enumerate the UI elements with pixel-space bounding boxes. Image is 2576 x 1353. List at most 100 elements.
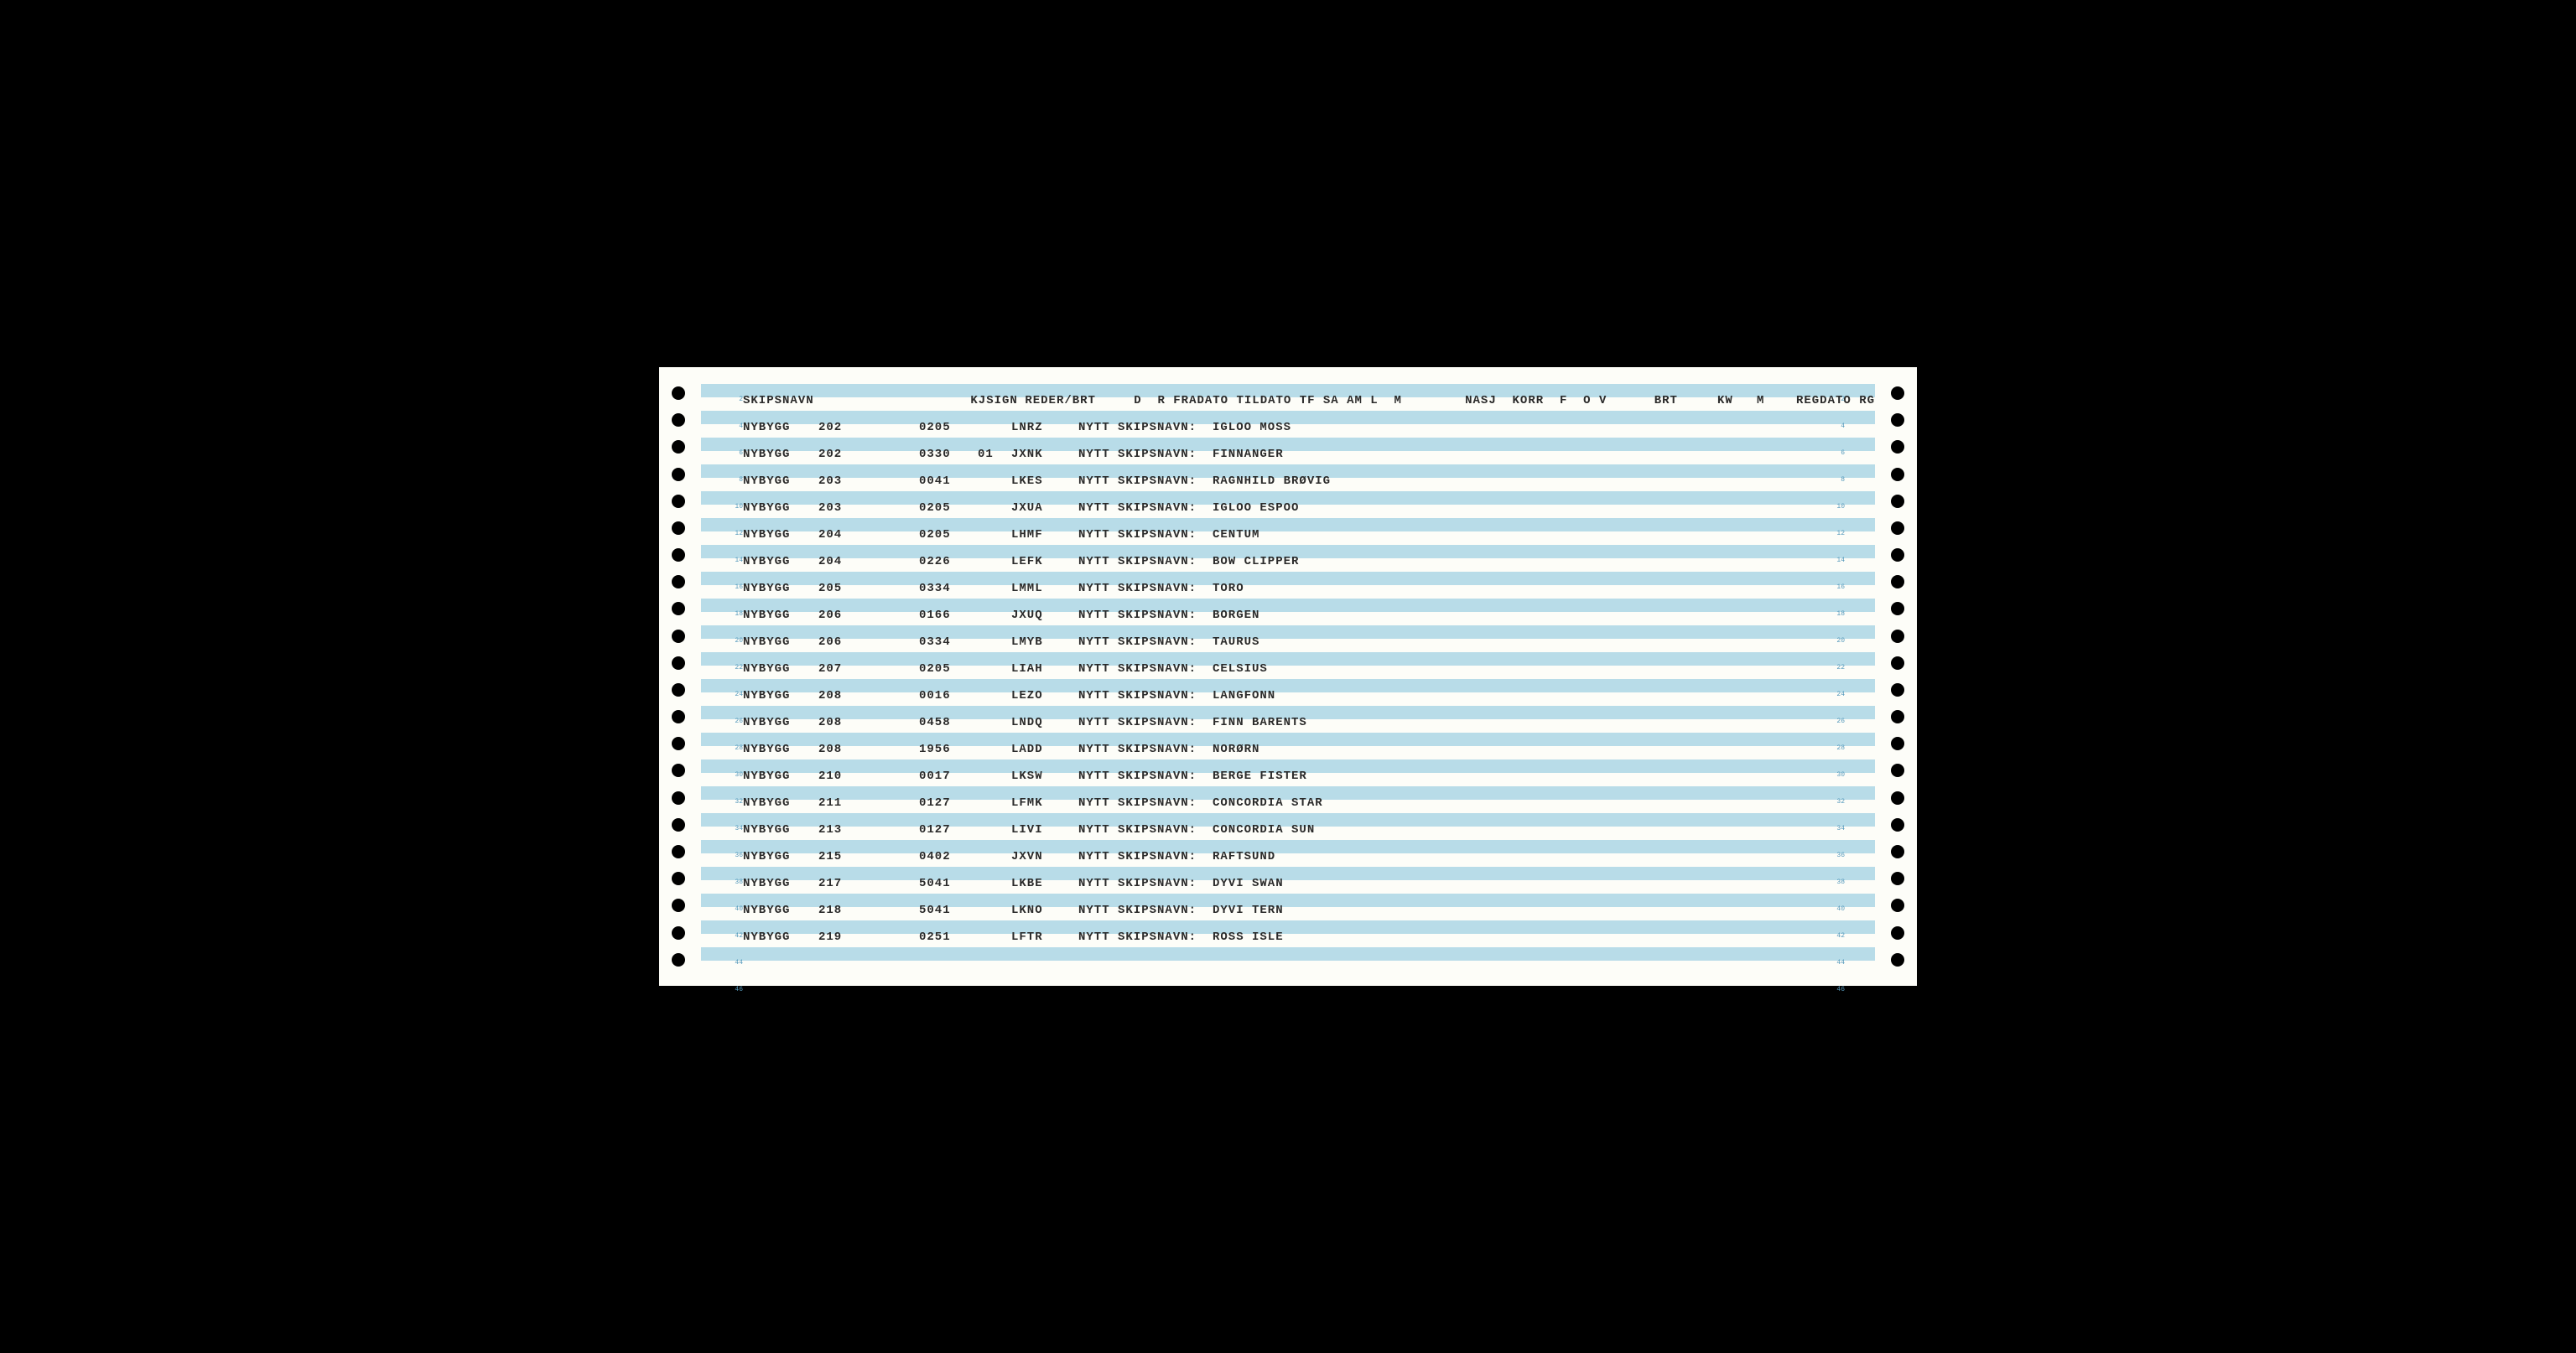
tractor-hole: [672, 413, 685, 427]
header-kjsign: KJSIGN: [970, 394, 1025, 407]
cell-number: 204: [818, 528, 919, 542]
cell-number: 210: [818, 770, 919, 783]
tractor-hole: [672, 440, 685, 454]
cell-label: NYTT SKIPSNAVN:: [1078, 555, 1213, 568]
line-number: 42: [731, 932, 743, 940]
cell-code: 0334: [919, 635, 978, 649]
cell-kjsign: LNDQ: [1011, 716, 1078, 729]
line-number: 26: [1833, 718, 1845, 725]
data-row: NYBYGG2030041LKESNYTT SKIPSNAVN:RAGNHILD…: [701, 468, 1875, 495]
header-skipsnavn: SKIPSNAVN: [743, 394, 814, 407]
cell-label: NYTT SKIPSNAVN:: [1078, 474, 1213, 488]
tractor-hole: [1891, 953, 1904, 967]
line-number: 24: [1833, 691, 1845, 698]
cell-number: 202: [818, 448, 919, 461]
cell-value: DYVI SWAN: [1213, 877, 1875, 890]
cell-code: 0402: [919, 850, 978, 863]
data-row: NYBYGG2040226LEFKNYTT SKIPSNAVN:BOW CLIP…: [701, 548, 1875, 575]
data-row: NYBYGG2185041LKNONYTT SKIPSNAVN:DYVI TER…: [701, 897, 1875, 924]
cell-kjsign: LFMK: [1011, 796, 1078, 810]
line-number: 2: [731, 396, 743, 403]
line-number: 16: [1833, 583, 1845, 591]
tractor-hole: [1891, 495, 1904, 508]
tractor-hole: [672, 953, 685, 967]
data-row: NYBYGG2110127LFMKNYTT SKIPSNAVN:CONCORDI…: [701, 790, 1875, 816]
data-row: NYBYGG2150402JXVNNYTT SKIPSNAVN:RAFTSUND: [701, 843, 1875, 870]
line-number: 4: [731, 422, 743, 430]
tractor-hole: [1891, 899, 1904, 912]
tractor-hole: [672, 602, 685, 615]
cell-value: IGLOO ESPOO: [1213, 501, 1875, 515]
line-number: 44: [731, 959, 743, 967]
data-row: NYBYGG2050334LMMLNYTT SKIPSNAVN:TORO: [701, 575, 1875, 602]
tractor-hole: [1891, 926, 1904, 940]
tractor-hole: [672, 926, 685, 940]
data-row: NYBYGG202033001JXNKNYTT SKIPSNAVN:FINNAN…: [701, 441, 1875, 468]
line-number: 10: [1833, 503, 1845, 511]
cell-skipsnavn: NYBYGG: [743, 582, 818, 595]
cell-number: 208: [818, 689, 919, 702]
tractor-hole: [672, 548, 685, 562]
cell-value: CONCORDIA SUN: [1213, 823, 1875, 837]
cell-value: BORGEN: [1213, 609, 1875, 622]
cell-skipsnavn: NYBYGG: [743, 931, 818, 944]
line-number: 34: [731, 825, 743, 832]
line-number: 20: [1833, 637, 1845, 645]
line-number: 20: [731, 637, 743, 645]
cell-skipsnavn: NYBYGG: [743, 716, 818, 729]
cell-kjsign: JXUA: [1011, 501, 1078, 515]
data-row: NYBYGG2060334LMYBNYTT SKIPSNAVN:TAURUS: [701, 629, 1875, 656]
data-row: NYBYGG2081956LADDNYTT SKIPSNAVN:NORØRN: [701, 736, 1875, 763]
cell-skipsnavn: NYBYGG: [743, 743, 818, 756]
data-row: NYBYGG2175041LKBENYTT SKIPSNAVN:DYVI SWA…: [701, 870, 1875, 897]
tractor-hole: [672, 872, 685, 885]
cell-number: 208: [818, 743, 919, 756]
data-row: NYBYGG2020205LNRZNYTT SKIPSNAVN:IGLOO MO…: [701, 414, 1875, 441]
cell-number: 217: [818, 877, 919, 890]
cell-value: FINNANGER: [1213, 448, 1875, 461]
cell-code: 0251: [919, 931, 978, 944]
cell-skipsnavn: NYBYGG: [743, 474, 818, 488]
cell-number: 211: [818, 796, 919, 810]
line-number: 30: [1833, 771, 1845, 779]
cell-value: CENTUM: [1213, 528, 1875, 542]
cell-skipsnavn: NYBYGG: [743, 635, 818, 649]
cell-value: CELSIUS: [1213, 662, 1875, 676]
cell-code: 0330: [919, 448, 978, 461]
line-number: 4: [1833, 422, 1845, 430]
tractor-hole: [1891, 656, 1904, 670]
cell-kjsign: JXUQ: [1011, 609, 1078, 622]
line-number: 32: [1833, 798, 1845, 806]
cell-code: 0016: [919, 689, 978, 702]
tractor-hole: [1891, 630, 1904, 643]
line-number: 32: [731, 798, 743, 806]
data-row: NYBYGG2130127LIVINYTT SKIPSNAVN:CONCORDI…: [701, 816, 1875, 843]
cell-kjsign: LKNO: [1011, 904, 1078, 917]
cell-skipsnavn: NYBYGG: [743, 770, 818, 783]
tractor-hole: [672, 710, 685, 723]
tractor-hole: [672, 899, 685, 912]
cell-number: 219: [818, 931, 919, 944]
cell-value: BERGE FISTER: [1213, 770, 1875, 783]
tractor-hole: [1891, 440, 1904, 454]
cell-label: NYTT SKIPSNAVN:: [1078, 770, 1213, 783]
data-row: NYBYGG2030205JXUANYTT SKIPSNAVN:IGLOO ES…: [701, 495, 1875, 521]
cell-kjsign: LKES: [1011, 474, 1078, 488]
data-row: NYBYGG2190251LFTRNYTT SKIPSNAVN:ROSS ISL…: [701, 924, 1875, 951]
tractor-hole: [1891, 413, 1904, 427]
cell-label: NYTT SKIPSNAVN:: [1078, 582, 1213, 595]
cell-value: LANGFONN: [1213, 689, 1875, 702]
cell-kjsign: LKSW: [1011, 770, 1078, 783]
tractor-hole: [1891, 683, 1904, 697]
line-number: 28: [1833, 744, 1845, 752]
cell-code: 0226: [919, 555, 978, 568]
cell-kjsign: LNRZ: [1011, 421, 1078, 434]
cell-label: NYTT SKIPSNAVN:: [1078, 823, 1213, 837]
cell-code: 0334: [919, 582, 978, 595]
cell-label: NYTT SKIPSNAVN:: [1078, 609, 1213, 622]
cell-skipsnavn: NYBYGG: [743, 528, 818, 542]
line-number: 30: [731, 771, 743, 779]
cell-label: NYTT SKIPSNAVN:: [1078, 448, 1213, 461]
line-number: 34: [1833, 825, 1845, 832]
cell-label: NYTT SKIPSNAVN:: [1078, 850, 1213, 863]
